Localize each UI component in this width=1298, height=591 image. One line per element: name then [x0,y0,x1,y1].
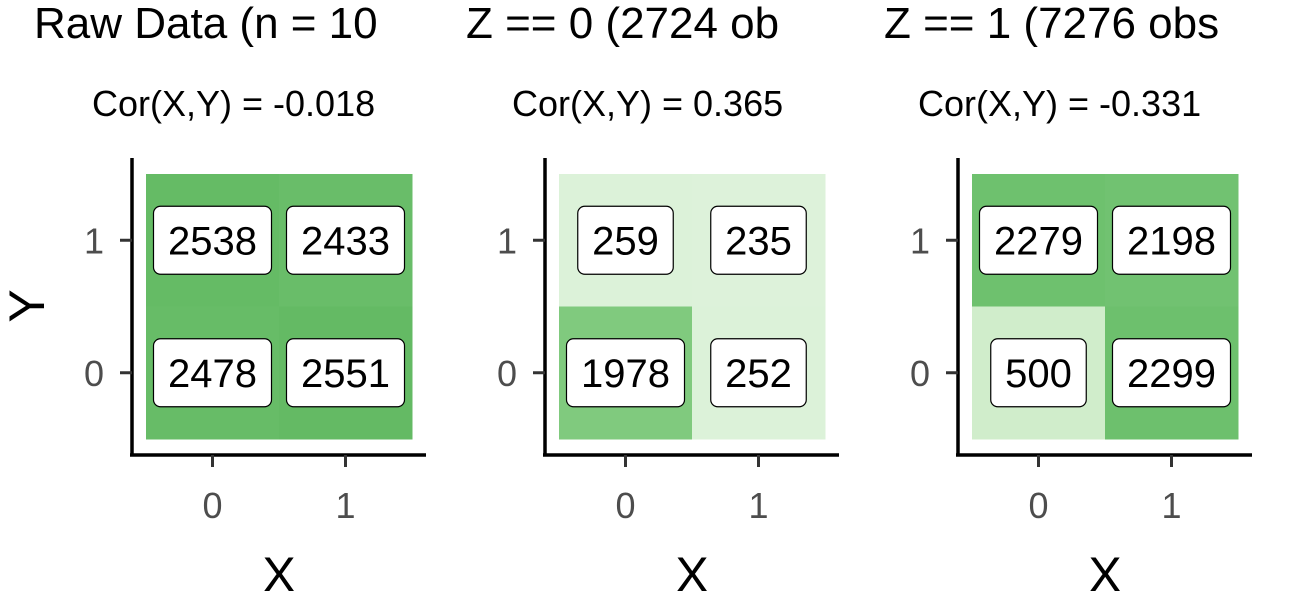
count-label: 2551 [301,352,390,396]
count-label-box [978,205,1099,275]
panel-title: Raw Data (n = 10 [34,0,378,48]
x-tick-label: 0 [202,485,222,526]
x-tick-label: 0 [1028,485,1048,526]
x-tick-label: 1 [1161,485,1181,526]
x-tick-label: 1 [748,485,768,526]
count-label-box [565,338,686,408]
x-axis-title: X [675,547,708,591]
count-label-box [710,338,807,408]
panel-title-group: Z == 1 (7276 obs Cor(X,Y) = -0.331 [884,0,1219,124]
panel-subtitle: Cor(X,Y) = -0.018 [92,83,375,124]
count-label: 2198 [1127,219,1216,263]
count-label: 235 [725,219,792,263]
count-label-box [990,338,1087,408]
count-label-box [1111,338,1232,408]
count-label-box [285,205,406,275]
x-axis-title: X [1088,547,1121,591]
panel-subtitle: Cor(X,Y) = -0.331 [918,83,1201,124]
y-tick-label: 0 [84,353,104,394]
y-tick-label: 1 [84,220,104,261]
count-label: 259 [592,219,659,263]
count-label-box [710,205,807,275]
heatmap-panel-1: Z == 0 (2724 ob Cor(X,Y) = 0.365 259 235 197… [466,0,839,591]
y-tick-label: 0 [497,353,517,394]
count-label: 2478 [168,352,257,396]
x-tick-label: 0 [615,485,635,526]
count-label: 1978 [581,352,670,396]
heatmap-panel-0: Raw Data (n = 10 Cor(X,Y) = -0.018 2538 243… [0,0,426,591]
y-axis-title: Y [0,289,55,322]
panel-title-group: Z == 0 (2724 ob Cor(X,Y) = 0.365 [466,0,783,124]
count-label-box [152,205,273,275]
count-label: 252 [725,352,792,396]
y-tick-label: 1 [910,220,930,261]
count-label: 2538 [168,219,257,263]
panel-title: Z == 0 (2724 ob [466,0,779,48]
x-axis-title: X [262,547,295,591]
panel-subtitle: Cor(X,Y) = 0.365 [512,83,783,124]
count-label: 2279 [994,219,1083,263]
count-label-box [577,205,674,275]
panel-title-group: Raw Data (n = 10 Cor(X,Y) = -0.018 [34,0,378,124]
count-label: 2299 [1127,352,1216,396]
count-label-box [285,338,406,408]
count-label: 2433 [301,219,390,263]
heatmap-panel-2: Z == 1 (7276 obs Cor(X,Y) = -0.331 2279 219… [884,0,1252,591]
y-tick-label: 1 [497,220,517,261]
heatmap-panels: Raw Data (n = 10 Cor(X,Y) = -0.018 2538 243… [0,0,1252,591]
x-tick-label: 1 [335,485,355,526]
count-label-box [152,338,273,408]
count-label-box [1111,205,1232,275]
panel-title: Z == 1 (7276 obs [884,0,1219,48]
count-label: 500 [1005,352,1072,396]
y-tick-label: 0 [910,353,930,394]
